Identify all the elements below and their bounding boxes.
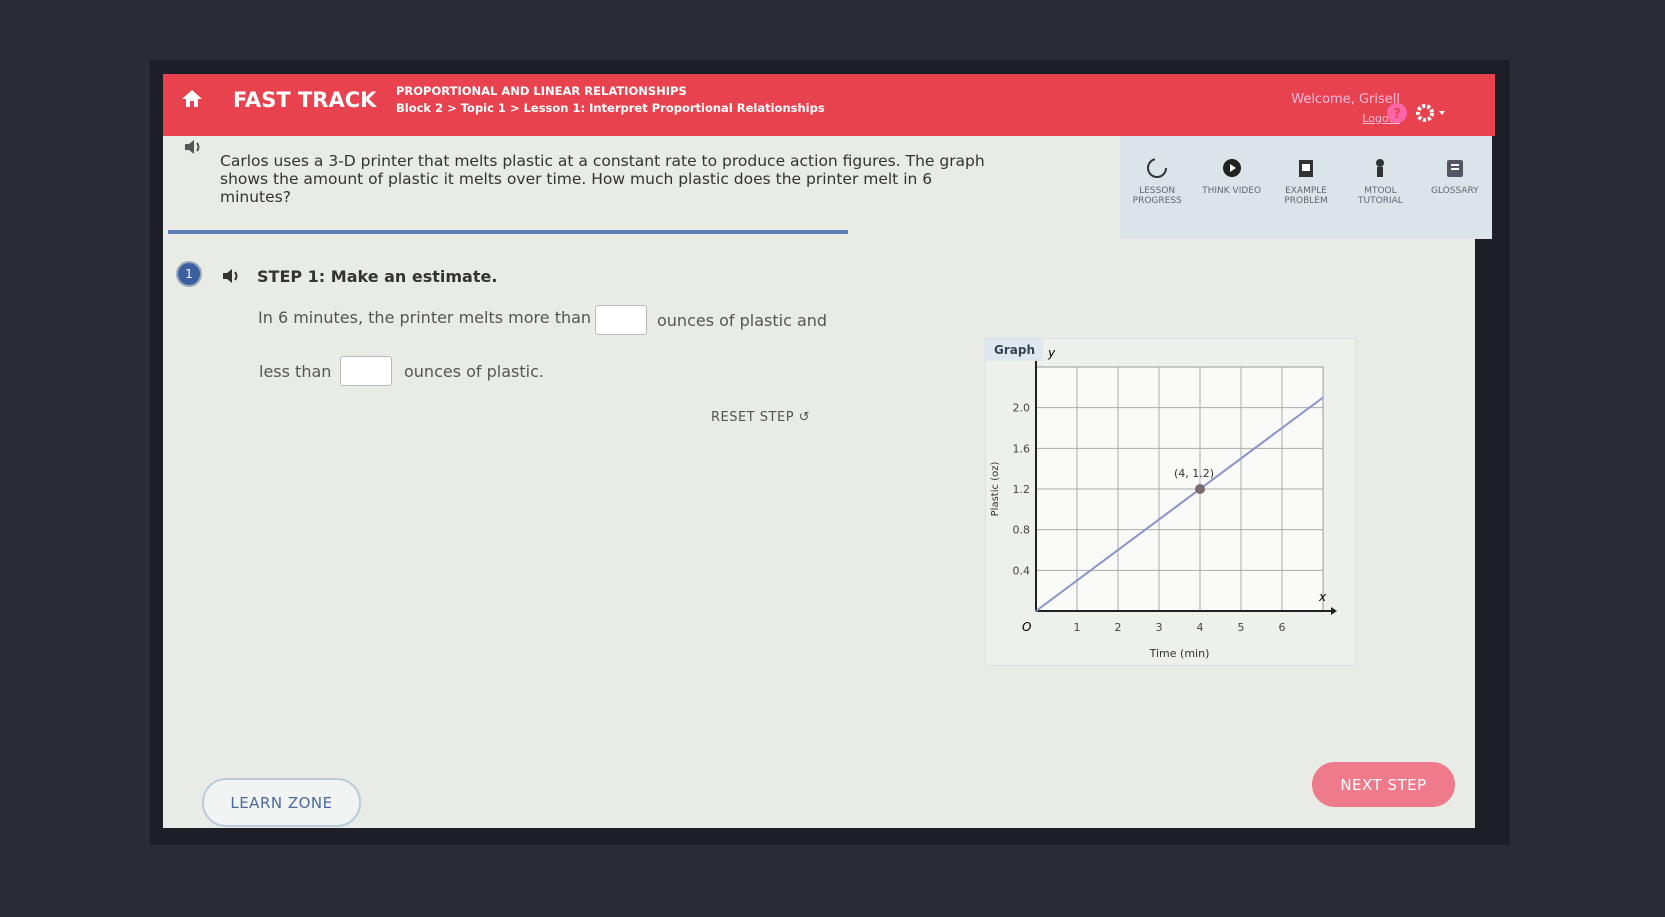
tool-label: THINK VIDEO: [1202, 186, 1262, 196]
x-tick-label: 6: [1279, 621, 1286, 634]
axis-arrow: [1331, 607, 1337, 615]
answer-input[interactable]: [595, 305, 647, 335]
help-settings[interactable]: ?: [1387, 102, 1447, 124]
data-line: [1035, 396, 1324, 612]
data-point: [1195, 484, 1205, 494]
x-tick-label: 5: [1238, 621, 1245, 634]
toolbar-item[interactable]: EXAMPLE PROBLEM: [1269, 136, 1343, 239]
graph-panel: Graph 1 2 3 4 5 6 0.4 0.8 1.2 1.6 2.0 x y O Time (min)…: [985, 338, 1356, 666]
tool-label: GLOSSARY: [1430, 186, 1479, 196]
progress-bar: [168, 230, 848, 234]
y-tick-label: 1.6: [1013, 442, 1031, 455]
question: Carlos uses a 3-D printer that melts pla…: [220, 152, 985, 206]
step-number: 1: [176, 261, 202, 287]
audio-icon[interactable]: [182, 137, 204, 157]
svg-text:?: ?: [1393, 107, 1401, 122]
toolbar-item[interactable]: THINK VIDEO: [1194, 136, 1268, 239]
header: FAST TRACK PROPORTIONAL AND LINEAR RELAT…: [163, 74, 1495, 136]
next-step[interactable]: NEXT STEP: [1312, 762, 1455, 807]
tool-icon: [1376, 159, 1385, 177]
step-title: STEP 1: Make an estimate.: [257, 267, 498, 286]
x-tick-label: 3: [1156, 621, 1163, 634]
learn-zone[interactable]: LEARN ZONE: [202, 778, 361, 827]
x-axis-title: Time (min): [1149, 647, 1210, 660]
x-tick-label: 2: [1115, 621, 1122, 634]
axis-letter: x: [1318, 590, 1327, 604]
y-tick-label: 0.4: [1013, 564, 1031, 577]
toolbar-item[interactable]: MTOOL TUTORIAL: [1343, 136, 1417, 239]
prompt-text: ounces of plastic and: [657, 311, 828, 330]
x-tick-label: 1: [1074, 621, 1081, 634]
graph: 1 2 3 4 5 6 0.4 0.8 1.2 1.6 2.0 x y O Time (min) Plasti…: [990, 346, 1337, 660]
axis-letter: y: [1047, 346, 1056, 360]
tool-icon: [1147, 158, 1168, 178]
breadcrumb: Block 2 > Topic 1 > Lesson 1: Interpret …: [396, 101, 825, 115]
tool-icon: [1299, 160, 1314, 177]
tool-icon: [1446, 160, 1463, 177]
tool-label: EXAMPLE PROBLEM: [1284, 186, 1328, 206]
tool-label: LESSON PROGRESS: [1132, 186, 1182, 206]
toolbar: LESSON PROGRESS THINK VIDEO EXAMPLE PROBLE…: [1120, 136, 1492, 239]
reset-label[interactable]: RESET STEP: [711, 410, 795, 425]
y-tick-label: 0.8: [1013, 524, 1031, 537]
y-tick-label: 1.2: [1013, 483, 1031, 496]
audio-icon[interactable]: [220, 266, 242, 286]
unit-title: PROPORTIONAL AND LINEAR RELATIONSHIPS: [396, 84, 687, 98]
answer-input[interactable]: [340, 356, 392, 386]
reset-step[interactable]: RESET STEP ↺: [711, 410, 811, 425]
prompt-text: less than: [259, 362, 332, 381]
brand: FAST TRACK: [233, 88, 377, 112]
toolbar-item[interactable]: GLOSSARY: [1418, 136, 1492, 239]
prompt-text: ounces of plastic.: [404, 362, 544, 381]
home-icon[interactable]: [181, 88, 203, 108]
origin-label: O: [1022, 620, 1031, 634]
welcome: Welcome, Grisell: [1291, 92, 1400, 107]
y-axis-title: Plastic (oz): [990, 462, 1001, 517]
x-tick-label: 4: [1197, 621, 1204, 634]
graph-title: Graph: [986, 339, 1043, 361]
tool-icon: [1222, 159, 1241, 177]
y-tick-label: 2.0: [1013, 402, 1031, 415]
point-label: (4, 1.2): [1174, 467, 1214, 480]
prompt-text: In 6 minutes, the printer melts more tha…: [258, 308, 592, 327]
tool-label: MTOOL TUTORIAL: [1358, 186, 1403, 206]
toolbar-item[interactable]: LESSON PROGRESS: [1120, 136, 1194, 239]
